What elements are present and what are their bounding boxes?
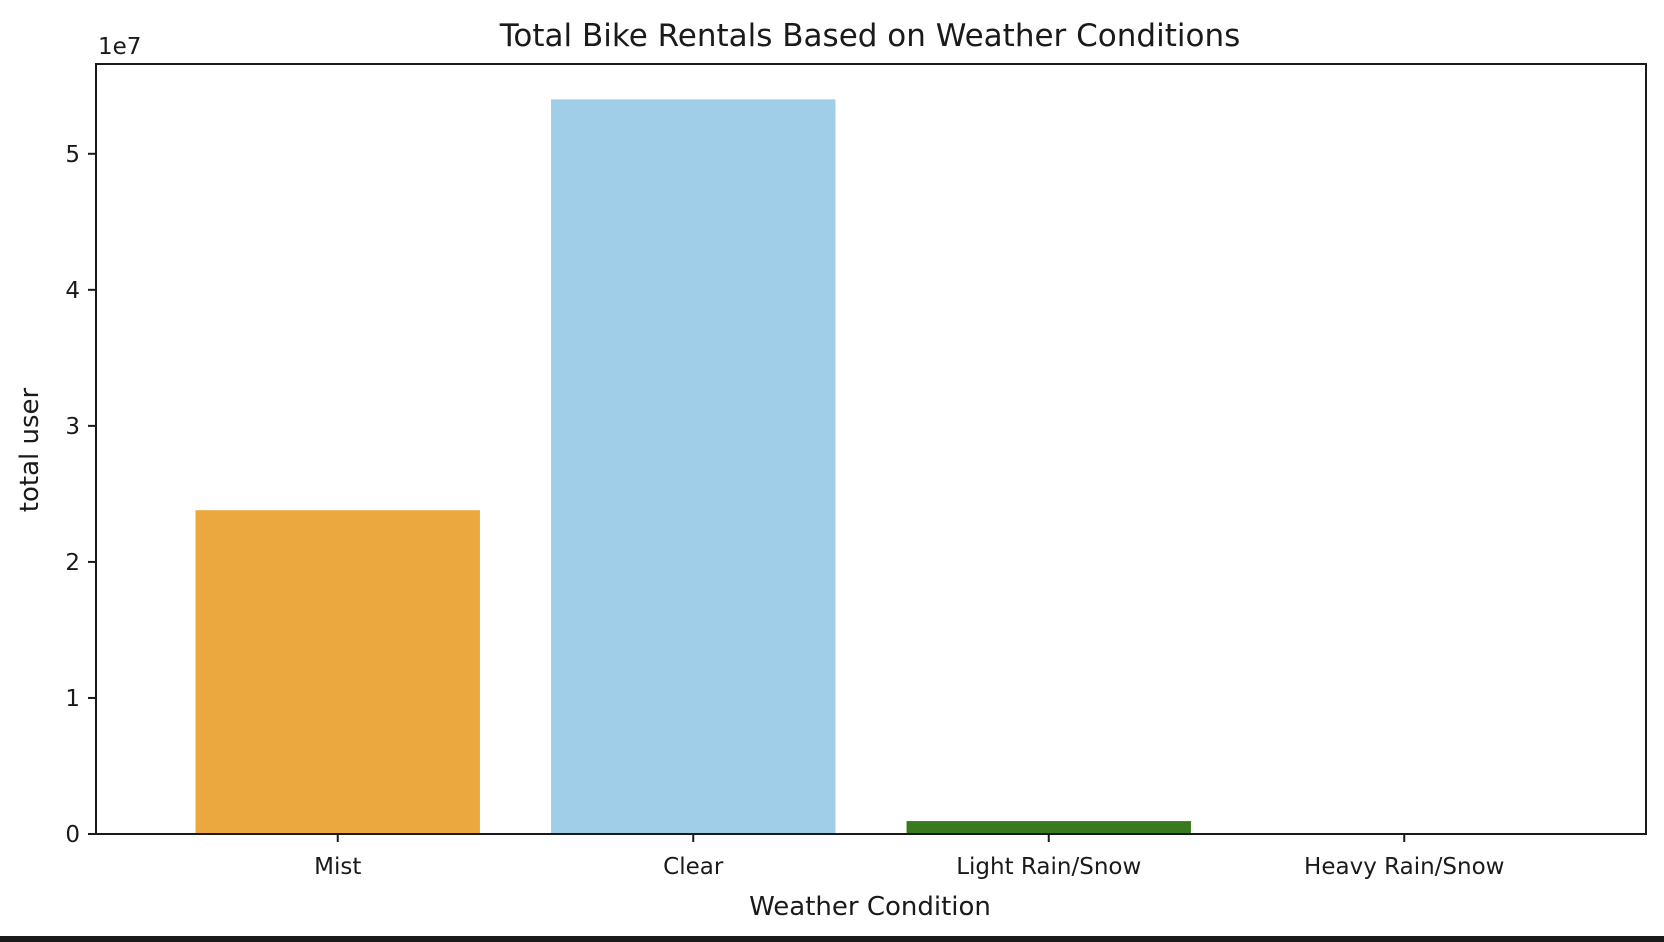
plot-area-frame — [95, 63, 1647, 835]
x-axis-ticks: Mist Clear Light Rain/Snow Heavy Rain/Snow — [314, 834, 1504, 880]
x-tick-label: Heavy Rain/Snow — [1304, 854, 1504, 880]
x-tick-label: Clear — [663, 854, 724, 880]
bar-clear — [551, 99, 836, 835]
y-tick-label: 2 — [65, 550, 80, 576]
bar-mist — [195, 510, 480, 834]
y-tick-label: 5 — [65, 142, 80, 168]
y-tick-label: 4 — [65, 278, 80, 304]
y-tick-label: 1 — [65, 686, 80, 712]
y-axis-ticks: 0 1 2 3 4 5 — [65, 142, 96, 848]
y-tick-label: 3 — [65, 414, 80, 440]
x-tick-label: Mist — [314, 854, 361, 880]
bars-layer — [195, 99, 1191, 835]
chart-title: Total Bike Rentals Based on Weather Cond… — [499, 18, 1241, 54]
y-axis-label: total user — [15, 387, 45, 512]
y-tick-label: 0 — [65, 822, 80, 848]
bottom-border — [0, 936, 1664, 942]
bar-light-rain-snow — [906, 821, 1191, 834]
x-tick-label: Light Rain/Snow — [956, 854, 1141, 880]
x-axis-label: Weather Condition — [749, 892, 991, 922]
y-axis-offset-label: 1e7 — [98, 34, 141, 60]
